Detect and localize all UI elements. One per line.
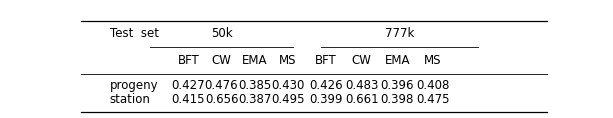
Text: 0.387: 0.387 bbox=[238, 93, 272, 106]
Text: 0.656: 0.656 bbox=[205, 93, 238, 106]
Text: MS: MS bbox=[280, 54, 297, 67]
Text: CW: CW bbox=[211, 54, 232, 67]
Text: EMA: EMA bbox=[384, 54, 410, 67]
Text: BFT: BFT bbox=[177, 54, 199, 67]
Text: 0.483: 0.483 bbox=[345, 79, 378, 92]
Text: BFT: BFT bbox=[315, 54, 337, 67]
Text: 0.430: 0.430 bbox=[272, 79, 305, 92]
Text: 0.396: 0.396 bbox=[381, 79, 414, 92]
Text: 0.426: 0.426 bbox=[309, 79, 343, 92]
Text: 0.385: 0.385 bbox=[238, 79, 272, 92]
Text: MS: MS bbox=[424, 54, 442, 67]
Text: 0.408: 0.408 bbox=[416, 79, 449, 92]
Text: 0.661: 0.661 bbox=[345, 93, 378, 106]
Text: Test  set: Test set bbox=[110, 27, 159, 40]
Text: 0.475: 0.475 bbox=[416, 93, 450, 106]
Text: 0.476: 0.476 bbox=[205, 79, 238, 92]
Text: 50k: 50k bbox=[211, 27, 232, 40]
Text: 0.399: 0.399 bbox=[310, 93, 343, 106]
Text: progeny: progeny bbox=[110, 79, 159, 92]
Text: 0.427: 0.427 bbox=[172, 79, 205, 92]
Text: station: station bbox=[110, 93, 151, 106]
Text: EMA: EMA bbox=[242, 54, 267, 67]
Text: 777k: 777k bbox=[385, 27, 414, 40]
Text: 0.398: 0.398 bbox=[381, 93, 414, 106]
Text: 0.415: 0.415 bbox=[172, 93, 205, 106]
Text: 0.495: 0.495 bbox=[272, 93, 305, 106]
Text: CW: CW bbox=[352, 54, 371, 67]
